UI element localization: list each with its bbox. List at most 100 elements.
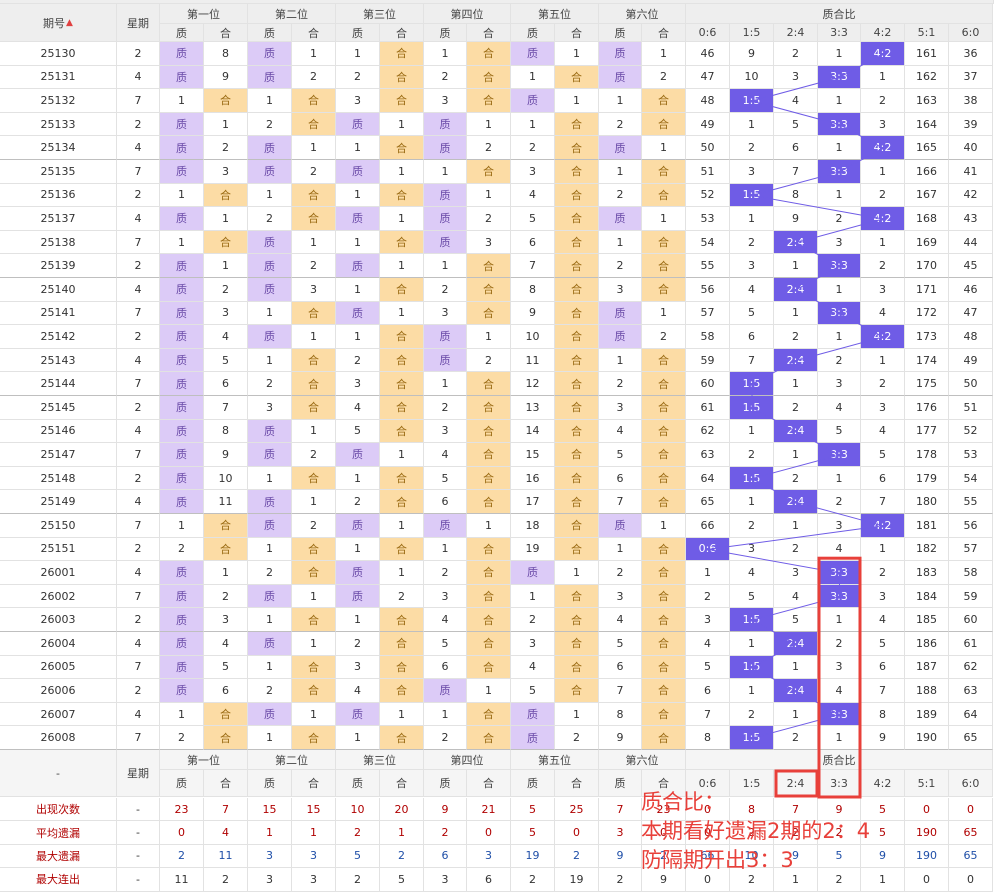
stat-value: 2 xyxy=(818,868,861,892)
zhi-miss-count: 6 xyxy=(424,490,467,514)
ratio-miss-count: 52 xyxy=(686,183,730,208)
zhi-miss-count: 1 xyxy=(160,89,204,113)
zhi-mark: 质 xyxy=(160,679,204,703)
he-mark: 合 xyxy=(380,42,424,66)
weekday-cell: 4 xyxy=(117,207,160,231)
zhi-mark: 质 xyxy=(599,136,642,160)
he-mark: 合 xyxy=(380,537,424,562)
he-mark: 合 xyxy=(467,89,511,113)
he-mark: 合 xyxy=(467,419,511,444)
he-mark: 合 xyxy=(467,726,511,750)
footer-he-subheader: 合 xyxy=(292,770,336,797)
stat-value: 0 xyxy=(555,821,599,845)
ratio-miss-count: 2 xyxy=(774,396,818,420)
ratio-miss-count: 1 xyxy=(686,561,730,585)
he-mark: 合 xyxy=(555,183,599,208)
stat-value: 190 xyxy=(905,844,949,869)
zhi-mark: 质 xyxy=(424,679,467,703)
zhi-mark: 质 xyxy=(160,254,204,278)
he-mark: 合 xyxy=(555,372,599,396)
zhi-mark: 质 xyxy=(248,514,292,538)
ratio-col-header: 4:2 xyxy=(861,24,905,42)
stat-value: 2 xyxy=(424,821,467,845)
ratio-miss-count: 3 xyxy=(818,230,861,255)
footer-position-header: 第一位 xyxy=(160,750,248,770)
issue-cell: 26008 xyxy=(0,726,117,750)
zhi-mark: 质 xyxy=(336,160,380,184)
he-mark: 合 xyxy=(292,726,336,750)
zhi-miss-count: 19 xyxy=(511,537,555,562)
stat-value: 9 xyxy=(818,798,861,822)
stat-value: 3 xyxy=(248,844,292,869)
ratio-miss-count: 47 xyxy=(686,65,730,90)
ratio-miss-count: 57 xyxy=(686,301,730,326)
ratio-miss-count: 60 xyxy=(949,608,993,632)
he-miss-count: 2 xyxy=(555,726,599,750)
ratio-miss-count: 63 xyxy=(949,679,993,703)
zhi-miss-count: 3 xyxy=(599,584,642,609)
issue-cell: 25136 xyxy=(0,183,117,208)
sort-icon[interactable]: ▲ xyxy=(66,17,73,28)
zhi-miss-count: 1 xyxy=(424,702,467,727)
stat-value: 66 xyxy=(686,844,730,869)
ratio-miss-count: 7 xyxy=(861,679,905,703)
ratio-miss-count: 38 xyxy=(949,89,993,113)
he-mark: 合 xyxy=(555,254,599,278)
stat-value: 11 xyxy=(204,844,248,869)
ratio-miss-count: 4 xyxy=(686,632,730,656)
stat-value: 5 xyxy=(861,798,905,822)
he-mark: 合 xyxy=(555,65,599,90)
ratio-hit: 3:3 xyxy=(818,160,861,184)
issue-cell: 25144 xyxy=(0,372,117,396)
he-miss-count: 1 xyxy=(467,514,511,538)
zhi-miss-count: 3 xyxy=(248,396,292,420)
ratio-miss-count: 46 xyxy=(686,42,730,66)
footer-ratio-col-header: 6:0 xyxy=(949,770,993,797)
he-mark: 合 xyxy=(555,655,599,680)
zhi-mark: 质 xyxy=(424,207,467,231)
he-miss-count: 1 xyxy=(380,207,424,231)
he-mark: 合 xyxy=(380,278,424,302)
he-mark: 合 xyxy=(380,726,424,750)
ratio-miss-count: 59 xyxy=(949,584,993,609)
footer-zhi-subheader: 质 xyxy=(511,770,555,797)
stat-value: 2 xyxy=(818,821,861,845)
zhi-mark: 质 xyxy=(160,490,204,514)
zhi-miss-count: 1 xyxy=(424,372,467,396)
ratio-miss-count: 2 xyxy=(861,183,905,208)
he-miss-count: 7 xyxy=(204,396,248,420)
ratio-miss-count: 178 xyxy=(905,443,949,467)
ratio-miss-count: 4 xyxy=(818,679,861,703)
zhi-miss-count: 2 xyxy=(336,65,380,90)
ratio-miss-count: 162 xyxy=(905,65,949,90)
zhi-mark: 质 xyxy=(336,561,380,585)
zhi-miss-count: 1 xyxy=(599,89,642,113)
ratio-miss-count: 59 xyxy=(686,348,730,373)
ratio-miss-count: 60 xyxy=(686,372,730,396)
zhi-miss-count: 2 xyxy=(248,372,292,396)
he-mark: 合 xyxy=(204,702,248,727)
ratio-miss-count: 62 xyxy=(686,419,730,444)
he-miss-count: 2 xyxy=(467,136,511,160)
he-mark: 合 xyxy=(555,278,599,302)
issue-cell: 25147 xyxy=(0,443,117,467)
ratio-hit: 4:2 xyxy=(861,514,905,538)
footer-position-header: 第六位 xyxy=(599,750,686,770)
position-header: 第五位 xyxy=(511,4,599,24)
zhi-miss-count: 1 xyxy=(336,608,380,632)
zhi-miss-count: 1 xyxy=(511,65,555,90)
ratio-hit: 1:5 xyxy=(730,466,774,491)
ratio-miss-count: 3 xyxy=(730,537,774,562)
he-mark: 合 xyxy=(292,183,336,208)
ratio-miss-count: 180 xyxy=(905,490,949,514)
ratio-hit: 2:4 xyxy=(774,230,818,255)
ratio-hit: 0:6 xyxy=(686,537,730,562)
ratio-miss-count: 64 xyxy=(949,702,993,727)
ratio-hit: 1:5 xyxy=(730,608,774,632)
zhi-miss-count: 2 xyxy=(599,561,642,585)
ratio-miss-count: 184 xyxy=(905,584,949,609)
stat-value: 5 xyxy=(861,821,905,845)
he-mark: 合 xyxy=(380,348,424,373)
he-mark: 合 xyxy=(555,301,599,326)
zhi-mark: 质 xyxy=(160,348,204,373)
